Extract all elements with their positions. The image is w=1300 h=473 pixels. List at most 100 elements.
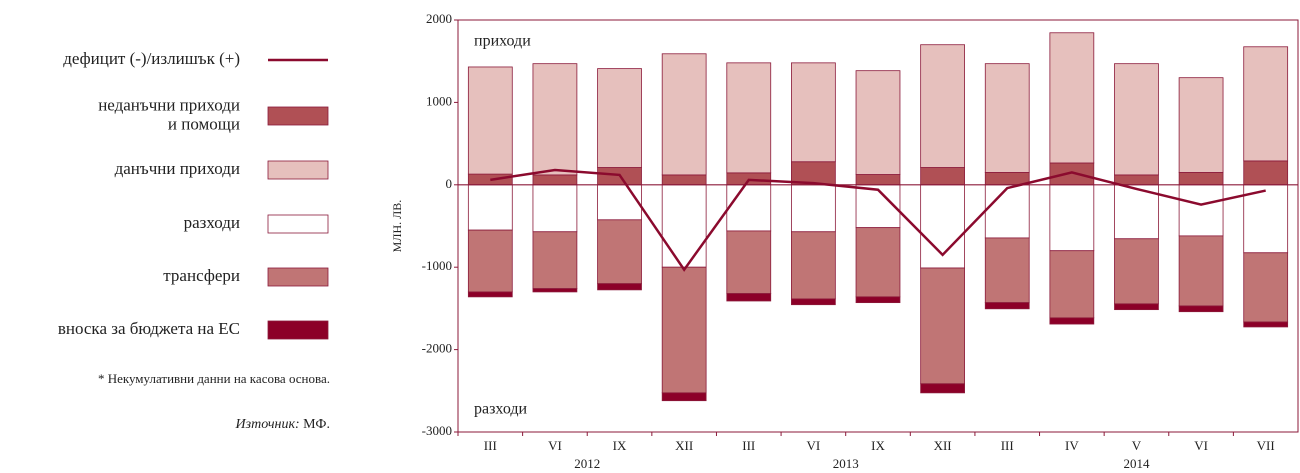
bar-segment	[791, 298, 836, 306]
legend-swatch	[267, 160, 329, 180]
bar-segment	[532, 63, 578, 176]
bar-segment	[1178, 235, 1224, 307]
plot-frame	[457, 19, 1299, 433]
legend-swatch	[267, 106, 329, 126]
bar-segment	[1243, 46, 1289, 162]
x-tick-label: III	[484, 438, 497, 453]
bar-segment	[984, 237, 1030, 304]
bar-segment	[984, 184, 1030, 239]
bar-segment	[791, 184, 836, 233]
source-label: Източник:	[235, 417, 300, 432]
line-series	[490, 168, 1266, 272]
legend-swatch	[267, 320, 329, 340]
x-tick-label: III	[742, 438, 755, 453]
legend-label: неданъчни приходи и помощи	[98, 95, 240, 133]
bar-segment	[1243, 321, 1289, 328]
bar-segment	[597, 283, 642, 291]
x-tick-label: V	[1132, 438, 1142, 453]
bar-segment	[1114, 174, 1159, 186]
bar-segment	[1243, 160, 1289, 186]
x-tick-label: VII	[1257, 438, 1275, 453]
y-tick-label: -3000	[422, 423, 452, 438]
bar-segment	[984, 302, 1030, 310]
source-value: МФ.	[303, 417, 330, 432]
legend-swatch	[267, 267, 329, 287]
x-tick-label: III	[1001, 438, 1014, 453]
bar-segment	[1178, 305, 1224, 313]
bar-segment	[920, 267, 965, 385]
bar-segment	[726, 230, 772, 294]
bar-segment	[726, 184, 772, 232]
note: * Некумулативни данни на касова основа.	[98, 371, 330, 386]
legend-label: вноска за бюджета на ЕС	[58, 319, 240, 338]
bar-segment	[1049, 32, 1095, 164]
x-tick-label: VI	[548, 438, 562, 453]
bar-segment	[984, 63, 1030, 173]
legend-label: данъчни приходи	[115, 159, 240, 178]
year-label: 2012	[574, 456, 600, 471]
bar-segment	[597, 184, 642, 221]
y-tick-label: 1000	[426, 93, 452, 108]
bar-segment	[1114, 63, 1159, 176]
x-tick-label: XII	[934, 438, 952, 453]
bar-segment	[1049, 317, 1095, 325]
bar-segment	[467, 291, 513, 298]
bar-segment	[661, 392, 707, 402]
y-tick-label: -1000	[422, 258, 452, 273]
bar-segment	[855, 296, 901, 304]
bar-segment	[661, 174, 707, 186]
bar-segment	[467, 184, 513, 231]
legend-label: дефицит (-)/излишък (+)	[63, 49, 240, 68]
x-tick-label: XII	[675, 438, 693, 453]
bar-segment	[1114, 303, 1159, 311]
annotation: разходи	[474, 401, 527, 418]
bar-segment	[597, 68, 642, 168]
bar-segment	[1178, 184, 1224, 237]
bar-segment	[1243, 252, 1289, 323]
bar-segment	[920, 167, 965, 186]
bar-segment	[467, 229, 513, 293]
bar-segment	[920, 44, 965, 168]
y-tick-label: 0	[446, 176, 453, 191]
bar-segment	[1114, 238, 1159, 305]
x-tick-label: VI	[807, 438, 821, 453]
x-tick-label: IX	[871, 438, 885, 453]
legend-swatch	[267, 214, 329, 234]
x-tick-label: VI	[1194, 438, 1208, 453]
bar-segment	[532, 288, 578, 293]
x-tick-label: IV	[1065, 438, 1079, 453]
bar-segment	[855, 174, 901, 186]
bar-segment	[726, 62, 772, 174]
y-tick-label: -2000	[422, 341, 452, 356]
bar-segment	[467, 66, 513, 175]
bar-segment	[1178, 77, 1224, 173]
bar-segment	[532, 184, 578, 233]
bar-segment	[1049, 162, 1095, 186]
legend-label: разходи	[184, 213, 240, 232]
bar-segment	[661, 184, 707, 268]
bar-segment	[984, 172, 1030, 186]
y-tick-label: 2000	[426, 11, 452, 26]
bar-segment	[855, 70, 901, 175]
y-axis-label: МЛН. ЛВ.	[390, 200, 404, 253]
bar-segment	[855, 227, 901, 298]
bar-segment	[1178, 172, 1224, 186]
bar-segment	[532, 174, 578, 186]
x-tick-label: IX	[613, 438, 627, 453]
bar-segment	[532, 231, 578, 290]
year-label: 2013	[833, 456, 859, 471]
legend-line: и помощи	[168, 114, 240, 133]
bar-segment	[726, 293, 772, 302]
bar-segment	[1049, 250, 1095, 319]
bar-segment	[791, 62, 836, 163]
bar-segment	[920, 383, 965, 394]
legend-label: трансфери	[163, 266, 240, 285]
bar-segment	[661, 53, 707, 176]
bar-segment	[1049, 184, 1095, 252]
source: Източник: МФ.	[235, 417, 330, 432]
bar-segment	[597, 219, 642, 285]
annotation: приходи	[474, 33, 531, 50]
bar-segment	[791, 231, 836, 300]
year-label: 2014	[1123, 456, 1150, 471]
